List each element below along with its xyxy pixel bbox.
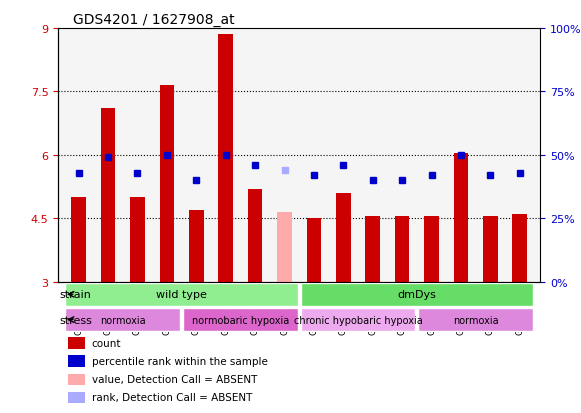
Text: value, Detection Call = ABSENT: value, Detection Call = ABSENT — [92, 375, 257, 385]
Text: dmDys: dmDys — [397, 290, 436, 299]
Bar — [248, 189, 263, 282]
Bar — [218, 35, 233, 282]
FancyBboxPatch shape — [183, 309, 297, 331]
Bar — [189, 210, 204, 282]
Bar — [101, 109, 116, 282]
Text: count: count — [92, 338, 121, 348]
Bar — [68, 356, 85, 367]
FancyBboxPatch shape — [418, 309, 533, 331]
Bar — [336, 193, 351, 282]
Bar — [307, 218, 321, 282]
Bar — [277, 212, 292, 282]
Bar — [68, 374, 85, 385]
Text: normoxia: normoxia — [100, 315, 146, 325]
Bar — [160, 86, 174, 282]
FancyBboxPatch shape — [301, 283, 533, 306]
Bar — [512, 214, 527, 282]
Text: wild type: wild type — [156, 290, 207, 299]
FancyBboxPatch shape — [66, 283, 297, 306]
Text: rank, Detection Call = ABSENT: rank, Detection Call = ABSENT — [92, 392, 252, 403]
Text: normobaric hypoxia: normobaric hypoxia — [192, 315, 289, 325]
Text: strain: strain — [60, 290, 91, 299]
Bar — [394, 216, 410, 282]
Bar — [68, 392, 85, 403]
Text: GDS4201 / 1627908_at: GDS4201 / 1627908_at — [73, 12, 234, 26]
Bar — [68, 337, 85, 349]
Text: stress: stress — [60, 315, 92, 325]
Bar — [454, 153, 468, 282]
Bar — [483, 216, 498, 282]
FancyBboxPatch shape — [301, 309, 415, 331]
Bar — [424, 216, 439, 282]
Text: chronic hypobaric hypoxia: chronic hypobaric hypoxia — [293, 315, 422, 325]
Text: percentile rank within the sample: percentile rank within the sample — [92, 356, 268, 366]
FancyBboxPatch shape — [66, 309, 180, 331]
Bar — [71, 197, 86, 282]
Bar — [365, 216, 380, 282]
Bar — [130, 197, 145, 282]
Text: normoxia: normoxia — [453, 315, 498, 325]
